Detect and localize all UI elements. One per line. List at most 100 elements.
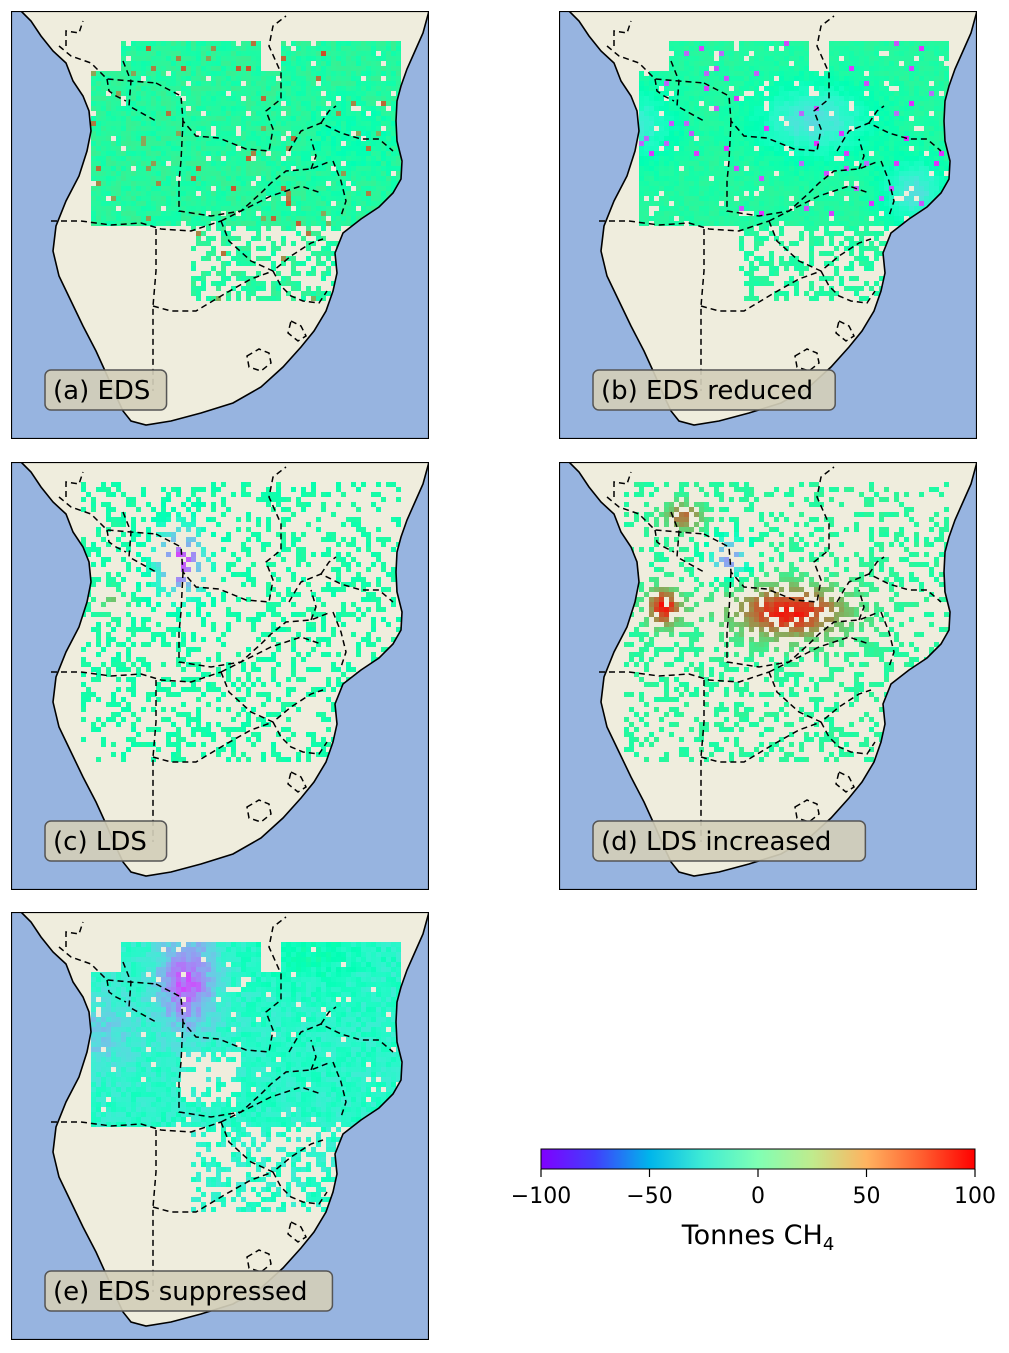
grid-cell [221,226,226,231]
grid-cell [704,201,709,206]
grid-cell [899,131,904,136]
grid-cell [894,166,899,171]
grid-cell [804,46,809,51]
grid-cell [664,111,669,116]
grid-cell [221,71,226,76]
grid-cell [699,201,704,206]
grid-cell [924,51,929,56]
grid-cell [211,181,216,186]
grid-cell [684,61,689,66]
grid-cell [909,86,914,91]
grid-cell [749,106,754,111]
grid-cell [246,512,251,517]
grid-cell [251,211,256,216]
grid-cell [251,186,256,191]
grid-cell [386,166,391,171]
grid-cell [874,171,879,176]
grid-cell [919,171,924,176]
grid-cell [251,116,256,121]
grid-cell [759,236,764,241]
grid-cell [694,186,699,191]
grid-cell [684,191,689,196]
grid-cell [744,171,749,176]
grid-cell [361,56,366,61]
grid-cell [166,126,171,131]
grid-cell [874,291,879,296]
grid-cell [131,46,136,51]
grid-cell [196,171,201,176]
grid-cell [296,86,301,91]
grid-cell [919,121,924,126]
grid-cell [829,211,834,216]
grid-cell [784,161,789,166]
grid-cell [919,196,924,201]
grid-cell [396,41,401,46]
grid-cell [794,116,799,121]
grid-cell [331,46,336,51]
grid-cell [694,146,699,151]
grid-cell [709,141,714,146]
grid-cell [351,156,356,161]
grid-cell [794,156,799,161]
grid-cell [789,121,794,126]
grid-cell [764,221,769,226]
grid-cell [266,81,271,86]
grid-cell [281,71,286,76]
grid-cell [216,56,221,61]
grid-cell [201,136,206,141]
grid-cell [301,502,306,507]
grid-cell [376,41,381,46]
grid-cell [719,186,724,191]
grid-cell [131,86,136,91]
grid-cell [266,111,271,116]
grid-cell [346,116,351,121]
grid-cell [874,106,879,111]
grid-cell [769,106,774,111]
grid-cell [749,276,754,281]
grid-cell [171,161,176,166]
grid-cell [929,131,934,136]
grid-cell [361,532,366,537]
grid-cell [794,196,799,201]
grid-cell [749,266,754,271]
grid-cell [146,41,151,46]
grid-cell [271,291,276,296]
grid-cell [366,196,371,201]
grid-cell [764,61,769,66]
grid-cell [829,236,834,241]
grid-cell [101,482,106,487]
grid-cell [894,101,899,106]
grid-cell [326,166,331,171]
grid-cell [336,156,341,161]
grid-cell [116,196,121,201]
grid-cell [839,166,844,171]
grid-cell [371,156,376,161]
grid-cell [241,176,246,181]
grid-cell [366,542,371,547]
grid-cell [799,181,804,186]
grid-cell [231,111,236,116]
grid-cell [729,196,734,201]
grid-cell [296,141,301,146]
grid-cell [186,61,191,66]
grid-cell [669,146,674,151]
grid-cell [744,176,749,181]
grid-cell [909,106,914,111]
grid-cell [834,171,839,176]
grid-cell [361,81,366,86]
grid-cell [764,146,769,151]
grid-cell [146,86,151,91]
grid-cell [131,121,136,126]
grid-cell [884,41,889,46]
grid-cell [191,512,196,517]
grid-cell [874,91,879,96]
grid-cell [271,211,276,216]
grid-cell [919,206,924,211]
grid-cell [216,522,221,527]
grid-cell [386,61,391,66]
grid-cell [649,121,654,126]
grid-cell [904,66,909,71]
grid-cell [201,71,206,76]
grid-cell [176,141,181,146]
grid-cell [924,146,929,151]
